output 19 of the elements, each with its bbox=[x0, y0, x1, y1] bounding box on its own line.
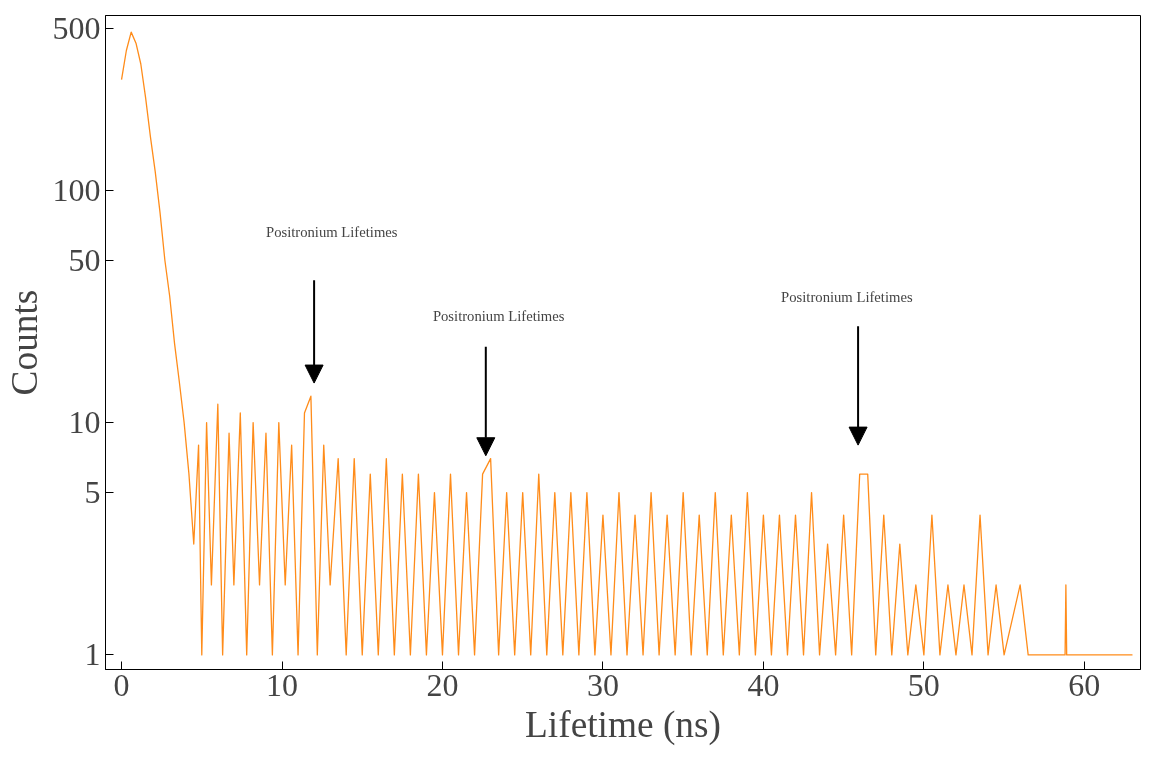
x-axis-title: Lifetime (ns) bbox=[525, 703, 721, 746]
y-tick-label: 100 bbox=[52, 171, 101, 208]
annotation: Positronium Lifetimes bbox=[432, 307, 565, 324]
x-tick-label: 60 bbox=[1068, 666, 1101, 703]
y-tick-label: 1 bbox=[84, 636, 101, 673]
x-tick-label: 50 bbox=[907, 666, 940, 703]
y-tick-label: 10 bbox=[68, 404, 101, 441]
y-tick-label: 5 bbox=[84, 474, 101, 511]
x-tick-label: 10 bbox=[266, 666, 299, 703]
y-tick-label: 50 bbox=[68, 241, 101, 278]
x-tick-label: 30 bbox=[586, 666, 619, 703]
x-tick-label: 0 bbox=[113, 666, 130, 703]
x-tick-label: 20 bbox=[426, 666, 459, 703]
y-axis-title: Counts bbox=[3, 289, 45, 396]
line-series bbox=[120, 31, 1134, 656]
y-tick-label: 500 bbox=[52, 9, 101, 46]
x-tick-label: 40 bbox=[747, 666, 780, 703]
annotation: Positronium Lifetimes bbox=[781, 289, 913, 306]
annotation: Positronium Lifetimes bbox=[266, 224, 398, 241]
